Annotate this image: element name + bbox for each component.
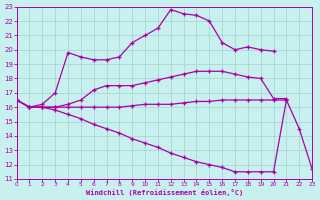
X-axis label: Windchill (Refroidissement éolien,°C): Windchill (Refroidissement éolien,°C): [86, 189, 243, 196]
